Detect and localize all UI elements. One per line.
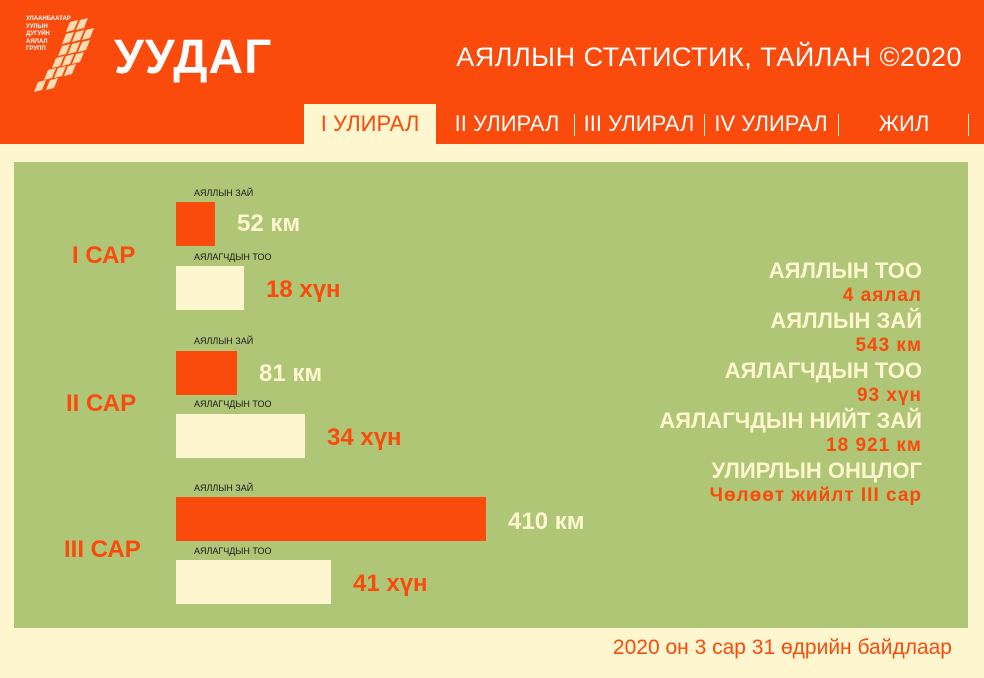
tab-q4[interactable]: IV УЛИРАЛ bbox=[714, 111, 828, 136]
summary-value: 4 аялал bbox=[842, 285, 922, 306]
bar-caption-passengers: АЯЛАГЧДЫН ТОО bbox=[194, 399, 272, 409]
app-header: УЛААНБААТАР УУЛЫН ДУГУЙН АЯЛАЛ ГРУПП УУД… bbox=[0, 0, 984, 104]
bar-distance bbox=[176, 202, 215, 246]
summary-value: 18 921 км bbox=[826, 435, 922, 456]
month-label-3: III САР bbox=[64, 536, 141, 563]
summary-label: АЯЛЛЫН ТОО bbox=[768, 258, 922, 283]
tab-q3[interactable]: III УЛИРАЛ bbox=[583, 111, 695, 136]
tab-divider bbox=[704, 114, 705, 136]
logo-icon bbox=[34, 18, 94, 92]
summary-value: 93 хүн bbox=[856, 385, 922, 406]
quarter-tabs: I УЛИРАЛ II УЛИРАЛ III УЛИРАЛ IV УЛИРАЛ … bbox=[0, 104, 984, 144]
bar-value-label: 52 км bbox=[237, 210, 301, 237]
bar-value-label: 41 хүн bbox=[353, 570, 428, 597]
bar-passengers bbox=[176, 560, 331, 604]
tab-divider bbox=[574, 114, 575, 136]
chart-panel: I САР АЯЛЛЫН ЗАЙ 52 км АЯЛАГЧДЫН ТОО 18 … bbox=[14, 162, 968, 628]
bar-passengers bbox=[176, 414, 305, 458]
summary-block: АЯЛЛЫН ТОО 4 аялал АЯЛЛЫН ЗАЙ 543 км АЯЛ… bbox=[659, 258, 922, 508]
tab-q1[interactable]: I УЛИРАЛ bbox=[304, 104, 436, 144]
tab-year[interactable]: ЖИЛ bbox=[878, 111, 930, 136]
bar-caption-distance: АЯЛЛЫН ЗАЙ bbox=[194, 483, 254, 493]
page-title: АЯЛЛЫН СТАТИСТИК, ТАЙЛАН ©2020 bbox=[456, 42, 962, 72]
summary-value: Чөлөөт жийлт III сар bbox=[709, 485, 922, 506]
month-label-1: I САР bbox=[72, 242, 136, 269]
summary-value: 543 км bbox=[855, 335, 922, 356]
summary-label: АЯЛАГЧДЫН НИЙТ ЗАЙ bbox=[659, 408, 922, 433]
bar-caption-distance: АЯЛЛЫН ЗАЙ bbox=[194, 336, 254, 346]
bar-caption-passengers: АЯЛАГЧДЫН ТОО bbox=[194, 546, 272, 556]
month-label-2: II САР bbox=[66, 390, 137, 417]
bar-value-label: 81 км bbox=[259, 360, 323, 387]
bar-distance bbox=[176, 497, 486, 541]
brand-name: УУДАГ bbox=[114, 31, 273, 84]
bar-caption-distance: АЯЛЛЫН ЗАЙ bbox=[194, 188, 254, 198]
tab-divider bbox=[838, 114, 839, 136]
bar-value-label: 34 хүн bbox=[327, 424, 402, 451]
bar-value-label: 18 хүн bbox=[266, 276, 341, 303]
logo-text: УЛААНБААТАР УУЛЫН ДУГУЙН АЯЛАЛ ГРУПП bbox=[26, 16, 71, 52]
bar-caption-passengers: АЯЛАГЧДЫН ТОО bbox=[194, 252, 272, 262]
summary-label: УЛИРЛЫН ОНЦЛОГ bbox=[711, 458, 922, 483]
bar-value-label: 410 км bbox=[508, 508, 585, 535]
report-date: 2020 он 3 сар 31 өдрийн байдлаар bbox=[612, 636, 952, 659]
bar-distance bbox=[176, 351, 237, 395]
summary-label: АЯЛАГЧДЫН ТОО bbox=[724, 358, 922, 383]
summary-label: АЯЛЛЫН ЗАЙ bbox=[770, 308, 922, 333]
tab-q2[interactable]: II УЛИРАЛ bbox=[454, 111, 560, 136]
bar-passengers bbox=[176, 266, 244, 310]
tab-divider bbox=[968, 114, 969, 136]
